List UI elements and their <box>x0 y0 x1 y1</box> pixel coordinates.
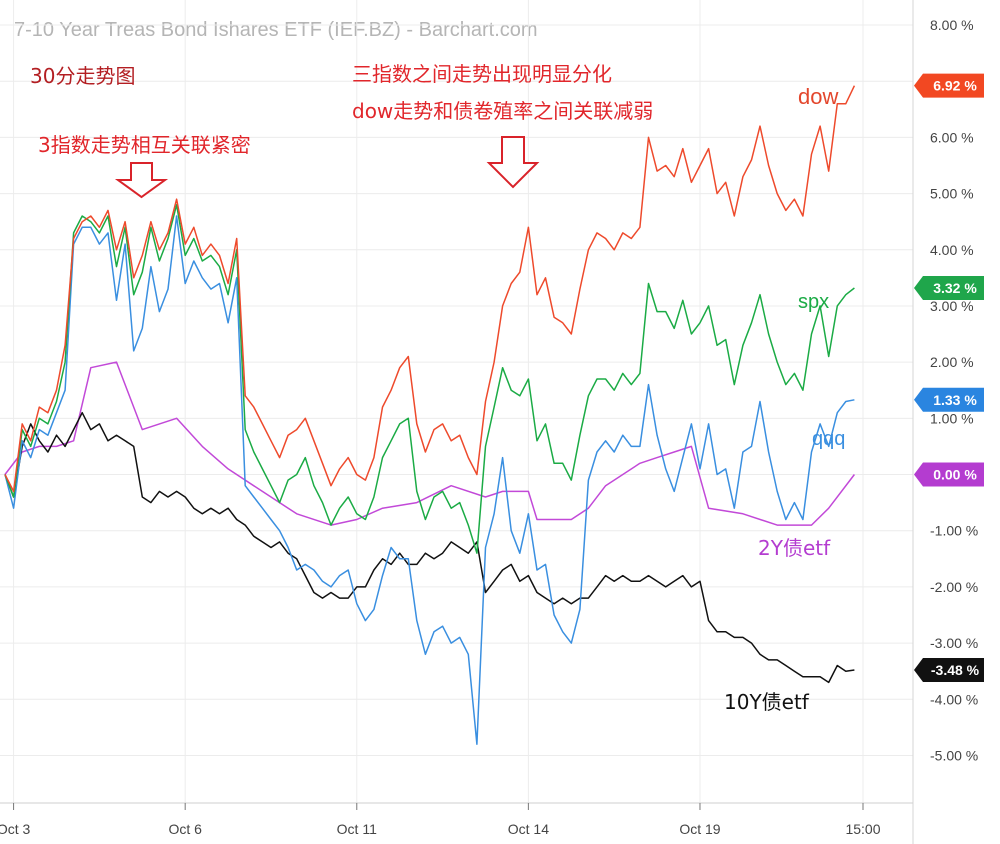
last-value-badge <box>914 658 984 683</box>
y-tick-label: 4.00 % <box>930 242 974 258</box>
last-value-label: 3.32 % <box>933 280 977 296</box>
series-line-3 <box>4 361 855 526</box>
chart-axes: -5.00 % -4.00 % -3.00 % -2.00 % -1.00 % 0.00 … <box>0 0 978 844</box>
series-line-4 <box>4 411 855 684</box>
last-value-label: 6.92 % <box>933 78 977 94</box>
down-arrow-right <box>486 136 540 189</box>
series-label-10y-bond: 10Y债etf <box>724 690 810 714</box>
y-tick-label: 1.00 % <box>930 410 974 426</box>
y-tick-label: -1.00 % <box>930 523 978 539</box>
y-tick-label: 2.00 % <box>930 354 974 370</box>
y-tick-label: 8.00 % <box>930 17 974 33</box>
x-tick-label: Oct 3 <box>0 821 31 837</box>
last-value-badges: 6.92 % 3.32 % 1.33 % 0.00 % -3.48 % <box>914 73 984 683</box>
annotation-correlated: 3指数走势相互关联紧密 <box>38 133 251 157</box>
chart-grid <box>0 0 913 803</box>
x-tick-label: Oct 11 <box>337 821 377 837</box>
chart-title: 7-10 Year Treas Bond Ishares ETF (IEF.BZ… <box>14 19 538 41</box>
annotation-divergence: 三指数之间走势出现明显分化 <box>352 62 612 86</box>
series-line-2 <box>4 215 855 745</box>
series-label-qqq: qqq <box>812 428 845 450</box>
annotation-dow-bond: dow走势和债卷殖率之间关联减弱 <box>352 99 653 123</box>
y-tick-label: -3.00 % <box>930 635 978 651</box>
series-line-0 <box>4 85 856 493</box>
last-value-badge <box>914 462 984 487</box>
series-line-1 <box>4 204 855 554</box>
y-tick-label: 3.00 % <box>930 298 974 314</box>
x-tick-label: Oct 14 <box>508 821 549 837</box>
x-tick-label: Oct 6 <box>168 821 202 837</box>
y-tick-label: -5.00 % <box>930 747 978 763</box>
series-label-spx: spx <box>798 291 829 313</box>
last-value-label: 1.33 % <box>933 392 977 408</box>
chart-series <box>4 85 856 745</box>
y-tick-label: -4.00 % <box>930 691 978 707</box>
last-value-badge <box>914 387 984 412</box>
y-tick-label: 6.00 % <box>930 129 974 145</box>
annotation-timeframe: 30分走势图 <box>30 64 135 88</box>
y-tick-label: 5.00 % <box>930 186 974 202</box>
y-tick-label: -2.00 % <box>930 579 978 595</box>
last-value-badge <box>914 275 984 300</box>
x-tick-label: Oct 19 <box>679 821 720 837</box>
last-value-label: -3.48 % <box>931 662 980 678</box>
series-label-2y-bond: 2Y债etf <box>758 536 831 560</box>
series-label-dow: dow <box>798 84 838 109</box>
last-value-label: 0.00 % <box>933 467 977 483</box>
last-value-badge <box>914 73 984 98</box>
down-arrow-left <box>114 162 169 199</box>
x-tick-label: 15:00 <box>845 821 880 837</box>
